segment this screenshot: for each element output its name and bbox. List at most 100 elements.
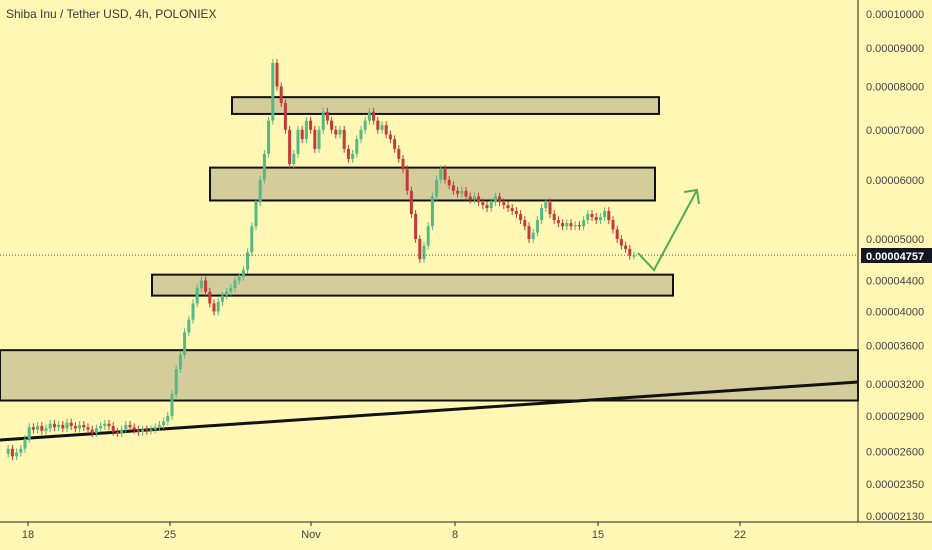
candle-body [199,280,203,288]
candle-body [619,239,623,246]
candle-body [338,129,342,135]
candle-body [346,148,350,159]
y-tick-label: 0.00003600 [866,341,924,353]
candle-body [262,153,266,180]
candle-body [472,196,476,200]
candle-body [401,158,405,170]
candle-body [468,196,472,200]
x-axis: 18 25 Nov 8 15 22 [22,522,746,541]
candle-body [325,111,329,121]
candle-body [380,125,384,130]
candle-body [296,129,300,154]
candle-body [359,129,363,140]
candle-body [464,190,468,197]
candle-body [409,190,413,215]
candle-body [52,423,56,428]
candle-body [61,424,65,429]
candle-body [220,295,224,302]
candle-body [405,169,409,191]
candle-body [195,287,199,304]
candle-body [447,179,451,186]
candle-body [594,217,598,221]
candle-body [632,255,636,257]
candle-body [388,134,392,140]
candle-body [254,202,258,227]
candle-body [136,429,140,432]
candle-body [556,220,560,224]
candle-body [544,202,548,209]
candle-body [552,214,556,221]
candle-body [132,427,136,430]
y-tick-label: 0.00006000 [866,175,924,187]
candle-body [598,217,602,221]
candle-body [153,427,157,430]
candle-body [267,120,271,154]
candle-body [577,225,581,227]
candle-body [397,148,401,159]
y-tick-label: 0.00002130 [866,511,924,523]
candle-body [141,429,145,432]
x-tick-label: 15 [592,529,604,541]
candle-body [363,120,367,130]
candle-body [435,179,439,197]
current-price-tag: 0.00004757 [861,248,932,263]
candle-body [10,448,14,457]
candle-body [229,287,233,292]
y-tick-label: 0.00007000 [866,125,924,137]
candle-body [73,426,77,429]
candle-body [313,129,317,149]
candle-body [170,394,174,416]
candle-body [208,291,212,304]
candle-body [204,280,208,292]
candle-body [15,452,19,457]
candle-body [187,319,191,333]
candle-body [304,120,308,140]
candle-body [283,103,287,130]
candle-body [279,86,283,104]
candle-body [271,62,275,121]
candle-body [384,125,388,135]
candle-body [241,269,245,277]
candle-body [430,196,434,227]
candle-body [376,120,380,130]
candle-body [124,424,128,430]
sr-zone-4 [0,349,859,402]
candle-body [309,120,313,130]
x-tick-label: 25 [164,529,176,541]
candle-body [237,276,241,281]
candle-body [82,424,86,428]
candle-body [569,223,573,227]
candle-body [300,129,304,140]
candle-body [498,196,502,203]
y-tick-label: 0.00009000 [866,43,924,55]
candle-body [6,448,10,454]
candle-body [107,423,111,427]
candle-body [540,208,544,221]
candle-body [19,448,23,453]
candle-body [561,223,565,227]
candle-body [607,211,611,221]
candle-body [78,424,82,429]
candle-body [342,129,346,149]
candle-body [115,431,119,434]
candle-body [65,422,69,429]
y-tick-label: 0.00004000 [866,306,924,318]
candle-body [334,129,338,135]
projection-arrow [637,189,698,272]
candle-body [510,208,514,212]
y-tick-label: 0.00010000 [866,9,924,21]
candle-body [531,232,535,240]
sr-zone-1 [231,96,660,115]
y-tick-label: 0.00003200 [866,379,924,391]
candle-body [330,120,334,130]
candle-body [485,205,489,209]
y-axis: 0.00010000 0.00009000 0.00008000 0.00007000… [866,9,924,523]
candle-body [128,424,132,428]
candle-body [477,196,481,203]
y-tick-label: 0.00002900 [866,411,924,423]
candle-body [57,424,61,428]
candle-body [103,423,107,427]
candle-body [183,332,187,355]
annotations-layer [0,188,858,272]
